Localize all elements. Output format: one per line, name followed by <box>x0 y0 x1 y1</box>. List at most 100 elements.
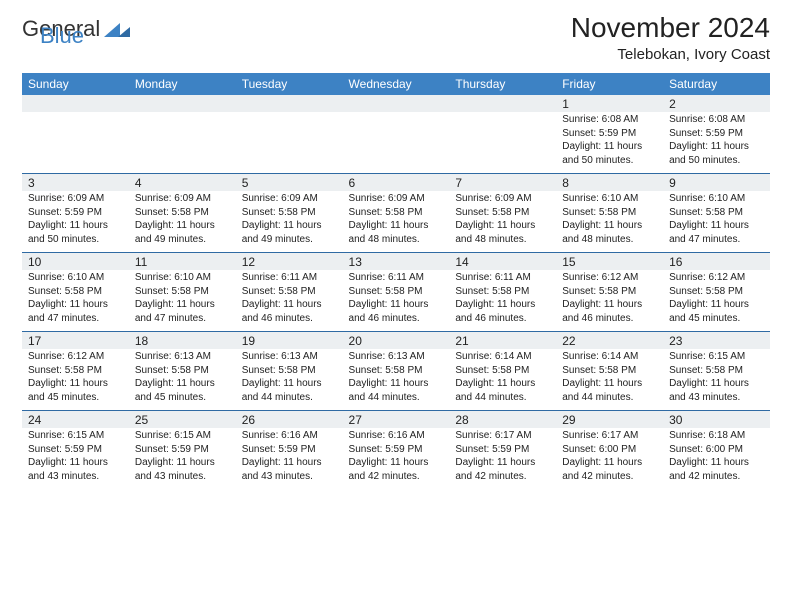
data-row: Sunrise: 6:09 AMSunset: 5:59 PMDaylight:… <box>22 191 770 253</box>
sunrise-text: Sunrise: 6:09 AM <box>135 192 230 206</box>
sunset-text: Sunset: 5:58 PM <box>669 364 764 378</box>
date-cell: 20 <box>343 332 450 349</box>
sunrise-text: Sunrise: 6:10 AM <box>562 192 657 206</box>
date-cell: 9 <box>663 174 770 191</box>
daylight-text: Daylight: 11 hours and 44 minutes. <box>349 377 444 404</box>
date-row: 17181920212223 <box>22 332 770 349</box>
day-cell: Sunrise: 6:11 AMSunset: 5:58 PMDaylight:… <box>449 270 556 332</box>
day-cell: Sunrise: 6:10 AMSunset: 5:58 PMDaylight:… <box>556 191 663 253</box>
date-cell: 17 <box>22 332 129 349</box>
daylight-text: Daylight: 11 hours and 45 minutes. <box>28 377 123 404</box>
sunrise-text: Sunrise: 6:09 AM <box>349 192 444 206</box>
data-row: Sunrise: 6:10 AMSunset: 5:58 PMDaylight:… <box>22 270 770 332</box>
date-cell: 1 <box>556 95 663 112</box>
daylight-text: Daylight: 11 hours and 47 minutes. <box>135 298 230 325</box>
sunrise-text: Sunrise: 6:17 AM <box>455 429 550 443</box>
daylight-text: Daylight: 11 hours and 50 minutes. <box>28 219 123 246</box>
sunrise-text: Sunrise: 6:13 AM <box>135 350 230 364</box>
day-cell: Sunrise: 6:09 AMSunset: 5:58 PMDaylight:… <box>236 191 343 253</box>
sunset-text: Sunset: 5:59 PM <box>455 443 550 457</box>
date-cell: 3 <box>22 174 129 191</box>
day-cell <box>449 112 556 174</box>
daylight-text: Daylight: 11 hours and 42 minutes. <box>669 456 764 483</box>
date-cell: 14 <box>449 253 556 270</box>
date-row: 10111213141516 <box>22 253 770 270</box>
sunrise-text: Sunrise: 6:13 AM <box>349 350 444 364</box>
sunset-text: Sunset: 5:58 PM <box>455 206 550 220</box>
date-cell: 18 <box>129 332 236 349</box>
sunset-text: Sunset: 5:58 PM <box>242 206 337 220</box>
col-sunday: Sunday <box>22 73 129 95</box>
date-cell: 5 <box>236 174 343 191</box>
day-cell: Sunrise: 6:08 AMSunset: 5:59 PMDaylight:… <box>556 112 663 174</box>
date-cell <box>343 95 450 112</box>
sunset-text: Sunset: 5:59 PM <box>242 443 337 457</box>
date-cell: 2 <box>663 95 770 112</box>
col-monday: Monday <box>129 73 236 95</box>
date-cell: 7 <box>449 174 556 191</box>
daylight-text: Daylight: 11 hours and 49 minutes. <box>242 219 337 246</box>
daylight-text: Daylight: 11 hours and 46 minutes. <box>562 298 657 325</box>
sunset-text: Sunset: 5:59 PM <box>349 443 444 457</box>
day-cell: Sunrise: 6:16 AMSunset: 5:59 PMDaylight:… <box>343 428 450 489</box>
date-cell: 12 <box>236 253 343 270</box>
daylight-text: Daylight: 11 hours and 46 minutes. <box>349 298 444 325</box>
daylight-text: Daylight: 11 hours and 44 minutes. <box>242 377 337 404</box>
data-row: Sunrise: 6:08 AMSunset: 5:59 PMDaylight:… <box>22 112 770 174</box>
daylight-text: Daylight: 11 hours and 46 minutes. <box>455 298 550 325</box>
day-cell: Sunrise: 6:13 AMSunset: 5:58 PMDaylight:… <box>343 349 450 411</box>
date-row: 12 <box>22 95 770 112</box>
date-cell: 8 <box>556 174 663 191</box>
day-cell: Sunrise: 6:09 AMSunset: 5:59 PMDaylight:… <box>22 191 129 253</box>
sunrise-text: Sunrise: 6:12 AM <box>562 271 657 285</box>
day-cell <box>236 112 343 174</box>
daylight-text: Daylight: 11 hours and 47 minutes. <box>669 219 764 246</box>
day-cell: Sunrise: 6:13 AMSunset: 5:58 PMDaylight:… <box>236 349 343 411</box>
day-cell: Sunrise: 6:10 AMSunset: 5:58 PMDaylight:… <box>663 191 770 253</box>
date-cell <box>449 95 556 112</box>
date-cell: 6 <box>343 174 450 191</box>
date-cell: 21 <box>449 332 556 349</box>
day-cell: Sunrise: 6:09 AMSunset: 5:58 PMDaylight:… <box>129 191 236 253</box>
day-cell: Sunrise: 6:14 AMSunset: 5:58 PMDaylight:… <box>556 349 663 411</box>
day-cell: Sunrise: 6:08 AMSunset: 5:59 PMDaylight:… <box>663 112 770 174</box>
daylight-text: Daylight: 11 hours and 48 minutes. <box>455 219 550 246</box>
sunset-text: Sunset: 5:58 PM <box>562 285 657 299</box>
day-cell <box>22 112 129 174</box>
daylight-text: Daylight: 11 hours and 43 minutes. <box>669 377 764 404</box>
col-thursday: Thursday <box>449 73 556 95</box>
date-cell: 10 <box>22 253 129 270</box>
date-cell: 19 <box>236 332 343 349</box>
date-cell: 23 <box>663 332 770 349</box>
sunset-text: Sunset: 5:58 PM <box>349 285 444 299</box>
daylight-text: Daylight: 11 hours and 46 minutes. <box>242 298 337 325</box>
date-cell: 28 <box>449 411 556 428</box>
sunrise-text: Sunrise: 6:15 AM <box>28 429 123 443</box>
date-row: 3456789 <box>22 174 770 191</box>
daylight-text: Daylight: 11 hours and 43 minutes. <box>242 456 337 483</box>
day-cell: Sunrise: 6:10 AMSunset: 5:58 PMDaylight:… <box>22 270 129 332</box>
daylight-text: Daylight: 11 hours and 42 minutes. <box>455 456 550 483</box>
day-cell: Sunrise: 6:12 AMSunset: 5:58 PMDaylight:… <box>556 270 663 332</box>
date-cell <box>22 95 129 112</box>
day-cell: Sunrise: 6:09 AMSunset: 5:58 PMDaylight:… <box>449 191 556 253</box>
daylight-text: Daylight: 11 hours and 42 minutes. <box>562 456 657 483</box>
daylight-text: Daylight: 11 hours and 49 minutes. <box>135 219 230 246</box>
daylight-text: Daylight: 11 hours and 42 minutes. <box>349 456 444 483</box>
day-cell: Sunrise: 6:15 AMSunset: 5:59 PMDaylight:… <box>22 428 129 489</box>
day-cell: Sunrise: 6:15 AMSunset: 5:59 PMDaylight:… <box>129 428 236 489</box>
day-cell: Sunrise: 6:11 AMSunset: 5:58 PMDaylight:… <box>343 270 450 332</box>
date-cell <box>129 95 236 112</box>
day-header-row: Sunday Monday Tuesday Wednesday Thursday… <box>22 73 770 95</box>
daylight-text: Daylight: 11 hours and 43 minutes. <box>28 456 123 483</box>
header: General Blue November 2024 Telebokan, Iv… <box>22 12 770 63</box>
day-cell: Sunrise: 6:15 AMSunset: 5:58 PMDaylight:… <box>663 349 770 411</box>
daylight-text: Daylight: 11 hours and 45 minutes. <box>135 377 230 404</box>
date-cell: 15 <box>556 253 663 270</box>
sunrise-text: Sunrise: 6:16 AM <box>349 429 444 443</box>
title-block: November 2024 Telebokan, Ivory Coast <box>571 12 770 63</box>
sunrise-text: Sunrise: 6:09 AM <box>28 192 123 206</box>
day-cell: Sunrise: 6:10 AMSunset: 5:58 PMDaylight:… <box>129 270 236 332</box>
date-cell: 29 <box>556 411 663 428</box>
col-tuesday: Tuesday <box>236 73 343 95</box>
